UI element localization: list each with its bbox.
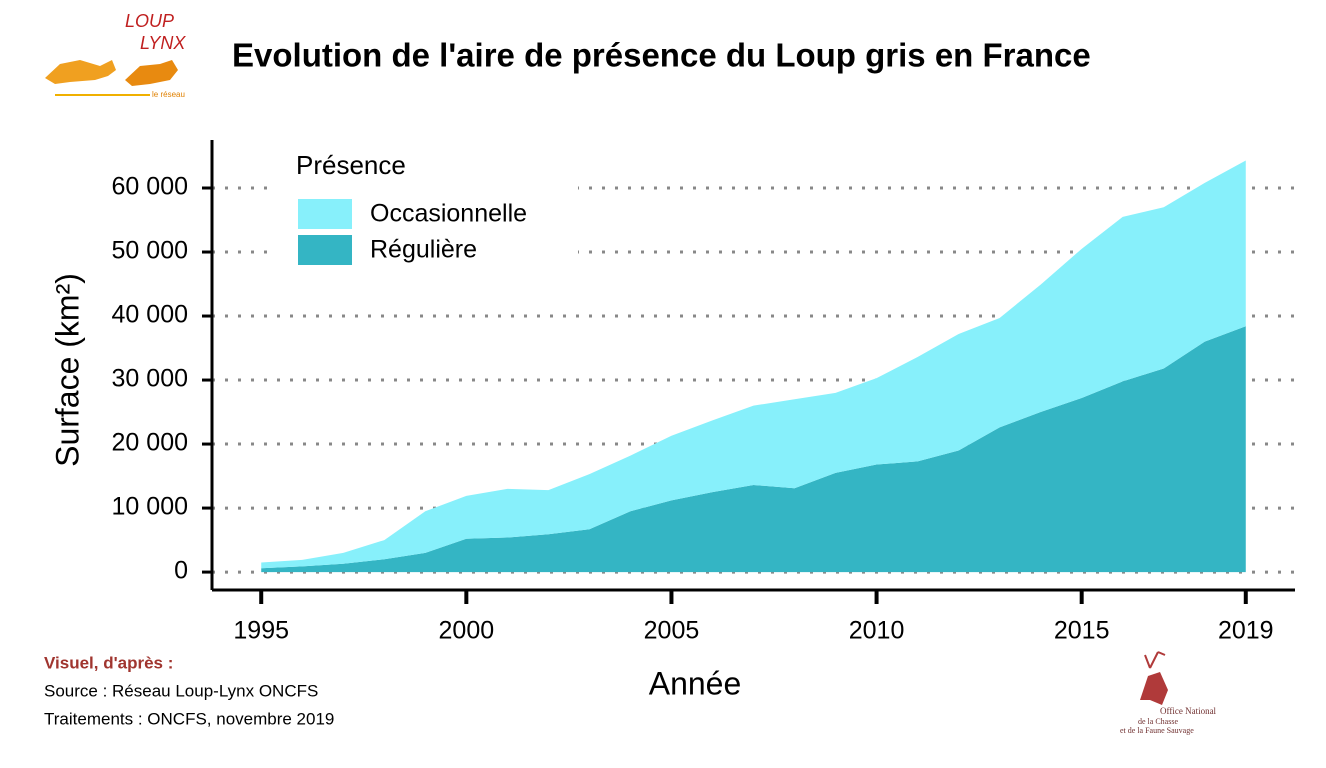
y-tick-label: 10 000 [112, 493, 188, 521]
y-tick-label: 0 [174, 557, 188, 585]
x-tick-label: 2015 [1054, 617, 1110, 645]
y-tick-label: 60 000 [112, 173, 188, 201]
legend-swatch [298, 199, 352, 229]
credit: Visuel, d'après : [44, 653, 173, 672]
logo-text: Office National [1160, 706, 1217, 716]
chart-title: Evolution de l'aire de présence du Loup … [232, 37, 1091, 74]
legend-label: Occasionnelle [370, 200, 527, 228]
legend-label: Régulière [370, 236, 477, 264]
x-tick-label: 1995 [233, 617, 289, 645]
area [261, 160, 1246, 569]
area [261, 326, 1246, 573]
logo-text: le réseau [152, 90, 185, 99]
x-axis-label: Année [649, 665, 742, 701]
credit: Source : Réseau Loup-Lynx ONCFS [44, 681, 318, 700]
y-tick-label: 50 000 [112, 237, 188, 265]
logo-text: LYNX [140, 33, 186, 53]
x-tick-label: 2000 [439, 617, 495, 645]
y-tick-label: 40 000 [112, 301, 188, 329]
y-axis-label: Surface (km²) [49, 273, 85, 467]
legend-title: Présence [296, 150, 406, 180]
logo-oncfs: Office National de la Chasse et de la Fa… [1120, 651, 1217, 735]
credit: Traitements : ONCFS, novembre 2019 [44, 709, 334, 728]
y-tick-label: 20 000 [112, 429, 188, 457]
x-tick-label: 2010 [849, 617, 905, 645]
y-tick-label: 30 000 [112, 365, 188, 393]
logo-loup-lynx: LOUP LYNX le réseau [45, 11, 186, 99]
logo-text: LOUP [125, 11, 174, 31]
logo-text: de la Chasse [1138, 717, 1178, 726]
logo-text: et de la Faune Sauvage [1120, 726, 1194, 735]
x-tick-label: 2019 [1218, 617, 1274, 645]
legend-swatch [298, 235, 352, 265]
x-tick-label: 2005 [644, 617, 700, 645]
